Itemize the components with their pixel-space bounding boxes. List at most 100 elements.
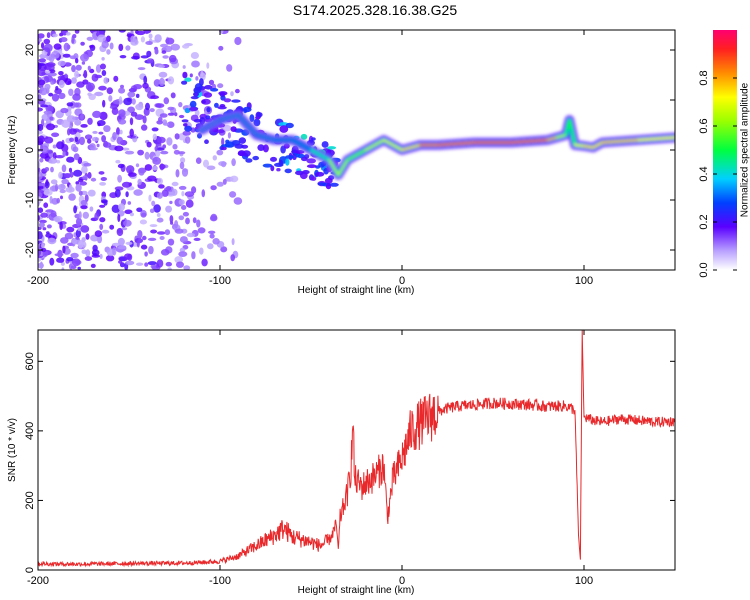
ridge-segment [510,138,549,144]
noise-speckle [98,131,104,135]
ridge-segment [400,143,422,152]
noise-speckle [127,172,137,177]
noise-speckle [62,150,66,157]
noise-speckle [170,43,180,51]
noise-speckle [68,167,73,173]
noise-speckle [64,78,72,86]
noise-speckle [74,136,79,143]
noise-speckle [40,104,49,108]
noise-speckle [99,111,108,121]
y-tick-label: -20 [24,242,36,258]
ridge-segment [582,144,595,149]
y-tick-label: 600 [24,352,36,370]
noise-speckle [39,158,44,163]
noise-speckle [167,106,175,111]
noise-speckle [220,246,228,253]
noise-speckle [222,178,227,185]
noise-speckle [77,227,81,232]
noise-speckle [124,253,132,260]
noise-speckle [54,253,64,257]
noise-speckle [158,77,165,87]
noise-speckle [66,226,75,233]
noise-speckle [141,124,148,131]
noise-speckle [191,60,200,68]
noise-speckle [137,230,143,239]
noise-speckle [118,203,125,211]
signal-blob [291,149,297,154]
noise-speckle [102,99,106,108]
noise-speckle [116,127,120,136]
signal-blob [310,176,317,181]
noise-speckle [229,191,237,198]
noise-speckle [112,247,117,256]
noise-speckle [57,184,66,191]
noise-speckle [38,107,43,112]
noise-speckle [74,70,79,79]
noise-speckle [162,144,166,149]
noise-speckle [73,53,79,60]
noise-speckle [108,95,113,102]
noise-speckle [117,214,121,222]
noise-speckle [87,117,93,125]
noise-speckle [87,189,96,197]
noise-speckle [163,45,173,53]
noise-speckle [87,92,92,97]
noise-speckle [87,65,91,71]
noise-speckle [144,30,152,34]
noise-speckle [98,171,105,175]
x-tick-label: -100 [209,275,231,287]
noise-speckle [153,204,161,213]
noise-speckle [179,236,188,243]
noise-speckle [114,145,124,152]
noise-speckle [221,161,227,168]
noise-speckle [118,30,126,33]
signal-blob [219,104,226,108]
noise-speckle [178,114,185,119]
noise-speckle [231,238,235,246]
ridge-segment [364,138,385,152]
noise-speckle [164,229,171,236]
noise-speckle [69,128,77,135]
signal-blob [242,106,252,113]
signal-blob [193,119,202,123]
noise-speckle [208,230,216,234]
signal-blob [182,71,188,79]
noise-speckle [180,157,186,164]
ridge-segment [382,138,404,152]
noise-speckle [165,261,172,267]
colorbar-tick-label: 0.4 [698,166,710,181]
noise-speckle [49,116,54,121]
noise-speckle [60,107,69,114]
noise-speckle [234,36,242,46]
noise-speckle [142,235,147,241]
noise-speckle [61,119,71,128]
noise-speckle [38,123,44,132]
signal-blob [321,141,329,148]
signal-blob [311,137,316,141]
ridge-segment [637,136,675,142]
ridge-segment [564,118,571,137]
snr-panel: -200 -100 0 100 0 200 400 600 Height of straig… [7,329,676,596]
noise-speckle [38,62,42,71]
noise-speckle [113,75,119,82]
noise-speckle [48,53,55,63]
noise-speckle [80,205,88,210]
noise-speckle [60,261,65,266]
noise-speckle [38,262,44,269]
noise-speckle [80,225,90,233]
signal-blob [324,177,333,184]
noise-speckle [210,185,217,191]
noise-speckle [158,116,163,122]
noise-speckle [150,264,157,269]
noise-speckle [158,64,166,68]
noise-speckle [125,45,131,51]
noise-speckle [38,171,43,180]
noise-speckle [201,258,208,267]
signal-blob [199,117,206,125]
snr-x-ticks: -200 -100 0 100 [27,330,593,587]
noise-speckle [150,229,158,234]
noise-speckle [98,85,107,91]
x-tick-label: 100 [575,575,593,587]
noise-speckle [44,181,50,189]
noise-speckle [146,141,152,148]
